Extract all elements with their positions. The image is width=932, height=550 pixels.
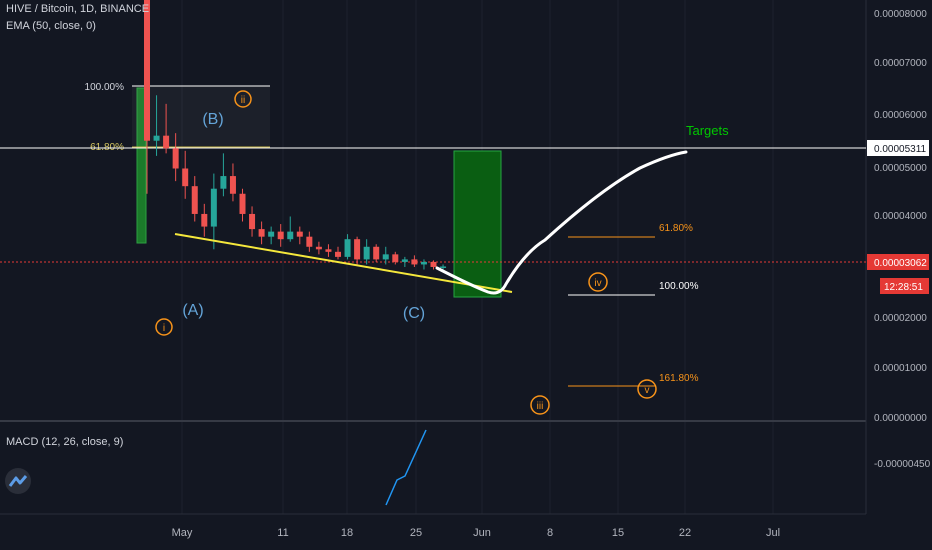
wave-ii-marker: ii (234, 90, 252, 108)
candle-body (325, 249, 332, 252)
fib-r-618-label: 61.80% (659, 223, 693, 234)
entry-box-left (136, 87, 147, 244)
time-tick: Jul (766, 527, 780, 539)
wave-iii-label: iii (537, 401, 544, 412)
time-tick: Jun (473, 527, 491, 539)
candle-body (229, 176, 236, 194)
candle-body (258, 229, 265, 237)
time-tick: 18 (341, 527, 353, 539)
candle-body (306, 236, 313, 247)
price-axis[interactable]: 0.00008000 0.00007000 0.00006000 0.00005… (874, 9, 931, 470)
target-price-marker (867, 140, 929, 156)
time-tick: 15 (612, 527, 624, 539)
wave-B-label: (B) (202, 111, 223, 128)
countdown-marker (880, 278, 929, 294)
price-tick: 0.00006000 (874, 110, 927, 121)
wave-iii-marker: iii (530, 395, 550, 415)
candle-body (249, 213, 256, 230)
candle-body (239, 193, 246, 214)
fib-r-100-label: 100.00% (659, 281, 699, 292)
macd-tick: -0.00000450 (874, 459, 931, 470)
last-price-marker (867, 254, 929, 270)
candle-body (296, 231, 303, 237)
candle-body (191, 186, 198, 214)
targets-label: Targets (686, 123, 729, 138)
last-price-value: 0.00003062 (874, 258, 927, 269)
candle-body (401, 259, 408, 262)
wave-v-marker: v (637, 379, 657, 399)
fib-top-100-label: 100.00% (85, 82, 125, 93)
candle-body (363, 246, 370, 260)
macd-legend[interactable]: MACD (12, 26, close, 9) (6, 436, 124, 448)
price-tick: 0.00001000 (874, 363, 927, 374)
candle-body (182, 168, 189, 187)
candle-body (144, 0, 150, 141)
target-price-value: 0.00005311 (874, 144, 927, 155)
price-tick: 0.00002000 (874, 313, 927, 324)
price-tick: 0.00004000 (874, 211, 927, 222)
candle-body (287, 231, 294, 240)
candle-body (392, 254, 399, 262)
support-trendline (174, 233, 513, 293)
price-tick: 0.00000000 (874, 413, 927, 424)
projection-path (435, 150, 688, 295)
price-tick: 0.00007000 (874, 58, 927, 69)
candle-body (220, 176, 227, 189)
countdown-value: 12:28:51 (884, 282, 923, 293)
price-tick: 0.00005000 (874, 163, 927, 174)
time-tick: 8 (547, 527, 553, 539)
candle-body (210, 188, 217, 227)
time-tick: 22 (679, 527, 691, 539)
wave-iv-marker: iv (588, 272, 608, 292)
candle-body (430, 261, 437, 267)
candle-body (268, 231, 275, 237)
candle-body (373, 246, 380, 260)
candle-body (420, 261, 427, 265)
wave-iv-label: iv (594, 278, 601, 289)
wave-A-label: (A) (182, 302, 203, 319)
candle-body (315, 246, 322, 250)
wave-v-label: v (645, 385, 650, 396)
price-tick: 0.00008000 (874, 9, 927, 20)
macd-line (385, 429, 427, 506)
candle-body (153, 135, 160, 141)
candle-body (277, 231, 284, 240)
time-axis[interactable]: May 11 18 25 Jun 8 15 22 Jul (172, 527, 780, 539)
candle-body (335, 251, 341, 257)
candle-body (411, 259, 418, 265)
logo-icon (8, 475, 28, 487)
wave-i-label: i (163, 323, 165, 334)
candle-body (382, 254, 389, 260)
wave-C-label: (C) (403, 305, 425, 322)
candle-body (354, 239, 361, 260)
time-tick: May (172, 527, 193, 539)
fib-r-1618-label: 161.80% (659, 373, 699, 384)
candle-body (201, 213, 208, 227)
candles (144, 0, 447, 270)
wave-i-marker: i (155, 318, 173, 336)
candle-body (172, 148, 179, 169)
candle-body (440, 266, 447, 268)
time-tick: 25 (410, 527, 422, 539)
wave-ii-label: ii (241, 95, 245, 106)
candle-body (344, 239, 351, 257)
time-tick: 11 (277, 527, 288, 539)
ema-legend[interactable]: EMA (50, close, 0) (6, 20, 96, 32)
candle-body (163, 135, 170, 149)
symbol-title[interactable]: HIVE / Bitcoin, 1D, BINANCE (6, 3, 150, 15)
tradingview-logo[interactable] (5, 468, 31, 494)
target-box (453, 150, 502, 298)
